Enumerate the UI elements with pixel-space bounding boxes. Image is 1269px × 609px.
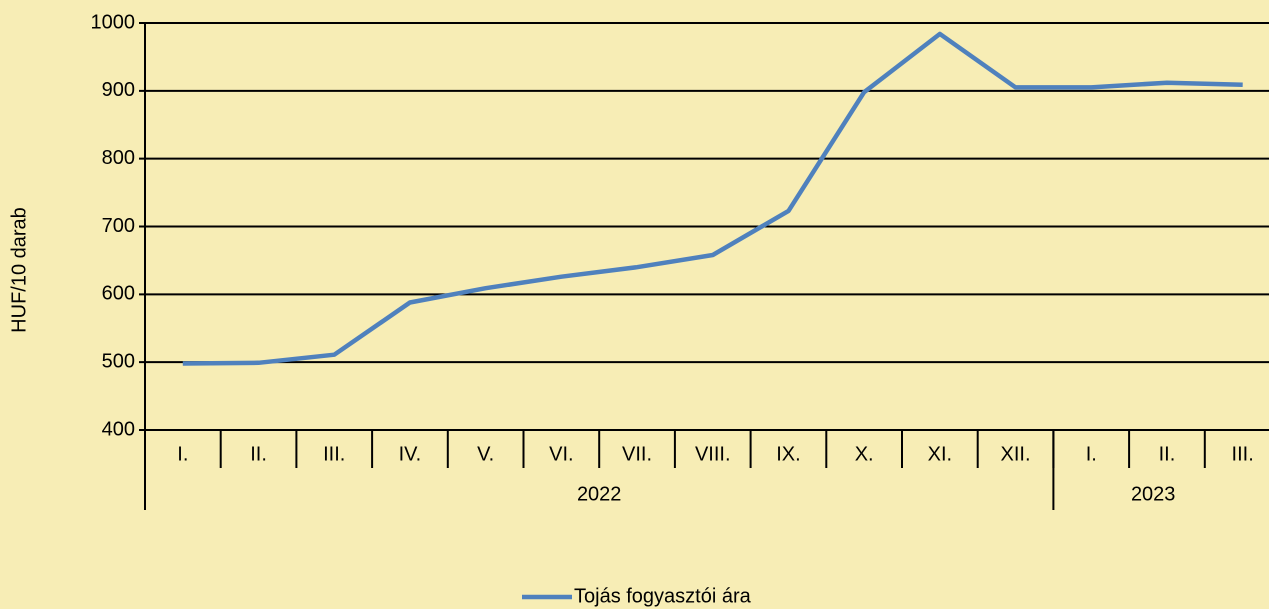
x-tick-label: II. <box>250 443 267 465</box>
x-tick-label: I. <box>177 443 188 465</box>
y-tick-label: 400 <box>102 418 135 440</box>
x-tick-label: II. <box>1159 443 1176 465</box>
x-tick-label: VIII. <box>695 443 731 465</box>
y-tick-label: 900 <box>102 79 135 101</box>
y-axis-label: HUF/10 darab <box>8 207 30 333</box>
x-tick-label: III. <box>323 443 345 465</box>
x-tick-label: XI. <box>928 443 952 465</box>
x-tick-label: I. <box>1086 443 1097 465</box>
x-tick-label: VI. <box>549 443 573 465</box>
x-tick-label: VII. <box>622 443 652 465</box>
x-tick-label: IX. <box>776 443 800 465</box>
x-tick-label: V. <box>477 443 494 465</box>
x-group-label: 2023 <box>1131 483 1176 505</box>
x-tick-label: XII. <box>1001 443 1031 465</box>
x-group-label: 2022 <box>577 483 622 505</box>
x-tick-label: III. <box>1232 443 1254 465</box>
y-tick-label: 1000 <box>91 11 136 33</box>
legend-label: Tojás fogyasztói ára <box>574 585 752 607</box>
x-tick-label: IV. <box>399 443 422 465</box>
y-tick-label: 600 <box>102 283 135 305</box>
y-tick-label: 800 <box>102 147 135 169</box>
y-tick-label: 500 <box>102 350 135 372</box>
x-tick-label: X. <box>855 443 874 465</box>
y-tick-label: 700 <box>102 215 135 237</box>
data-line <box>182 31 1243 366</box>
